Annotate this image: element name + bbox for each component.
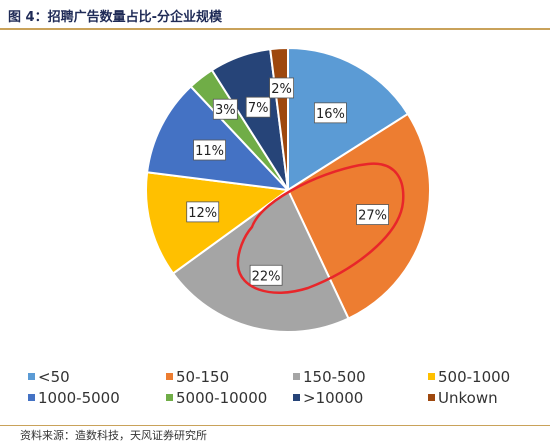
legend-swatch: [28, 373, 35, 380]
pie-chart: 16% 27% 22% 12% 11% 3% 7%2% <50 50-150 150-500 50…: [28, 46, 510, 407]
data-label-150-500: 22%: [249, 264, 283, 286]
footer-rule: [0, 425, 550, 426]
svg-text:3%: 3%: [215, 103, 236, 118]
legend-swatch: [166, 373, 173, 380]
data-label-1000-5000: 11%: [193, 139, 226, 161]
svg-text:27%: 27%: [358, 209, 387, 224]
pie-slice-lt-50: [287, 46, 410, 192]
pie-slice-150-500: [171, 188, 350, 333]
legend-item-50-150: 50-150: [166, 368, 229, 386]
legend-label: 150-500: [303, 368, 366, 386]
data-label-lt-50: 16%: [314, 102, 347, 124]
legend-label: <50: [38, 368, 70, 386]
legend-swatch: [428, 373, 435, 380]
data-label-500-1000: 12%: [186, 201, 220, 223]
legend-item-gt-10000: >10000: [293, 389, 363, 407]
legend-label: 50-150: [176, 368, 229, 386]
legend-label: 1000-5000: [38, 389, 120, 407]
legend-swatch: [166, 394, 173, 401]
svg-text:22%: 22%: [252, 269, 281, 284]
source-note: 资料来源：造数科技，天风证券研究所: [20, 429, 207, 442]
legend-label: 500-1000: [438, 368, 510, 386]
svg-text:16%: 16%: [316, 107, 345, 122]
legend-item-unkown: Unkown: [428, 389, 498, 407]
pie-slice-1000-5000: [146, 85, 291, 192]
red-ellipse-annotation: [236, 162, 405, 294]
legend-label: 5000-10000: [176, 389, 267, 407]
data-label-5000-10000: 3%: [212, 98, 238, 120]
pie-slice-500-1000: [145, 171, 291, 275]
legend-swatch: [28, 394, 35, 401]
legend-swatch: [428, 394, 435, 401]
svg-text:7%: 7%: [248, 101, 269, 116]
svg-text:12%: 12%: [188, 206, 217, 221]
data-label-unkown: 2%: [269, 77, 294, 99]
legend-item-1000-5000: 1000-5000: [28, 389, 120, 407]
legend-label: >10000: [303, 389, 363, 407]
legend-label: Unkown: [438, 389, 498, 407]
legend-swatch: [293, 373, 300, 380]
svg-text:11%: 11%: [195, 144, 224, 159]
chart-title: 图 4：招聘广告数量占比-分企业规模: [8, 10, 222, 25]
svg-text:2%: 2%: [271, 82, 292, 97]
data-label-gt-10000: 7%: [245, 96, 271, 118]
legend-item-lt-50: <50: [28, 368, 70, 386]
legend-swatch: [293, 394, 300, 401]
legend-item-150-500: 150-500: [293, 368, 366, 386]
legend-item-5000-10000: 5000-10000: [166, 389, 267, 407]
legend-item-500-1000: 500-1000: [428, 368, 510, 386]
data-label-50-150: 27%: [356, 204, 389, 225]
header-bar: 图 4：招聘广告数量占比-分企业规模: [0, 0, 550, 30]
